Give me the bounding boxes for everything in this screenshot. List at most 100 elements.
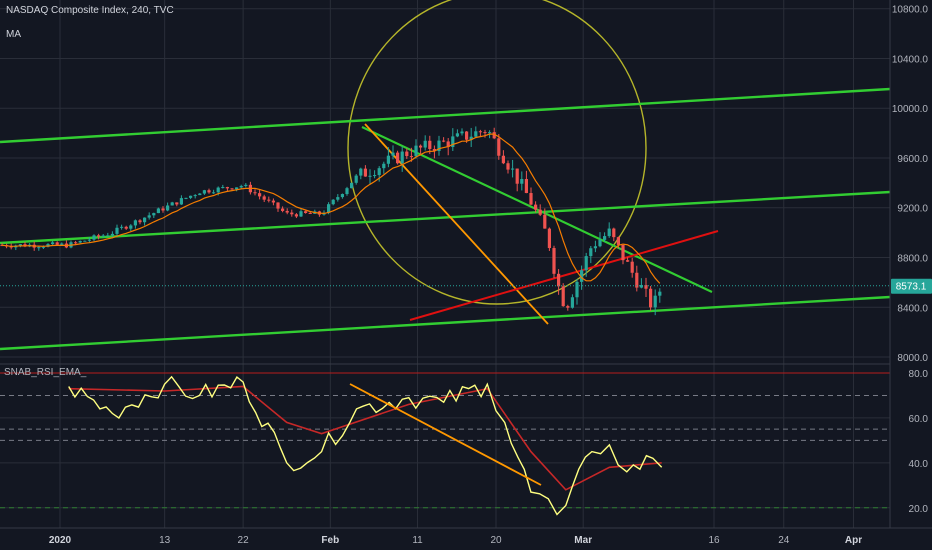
candle-body [202,190,206,194]
time-axis[interactable] [0,528,932,550]
candle-body [515,168,519,184]
price-axis-labels: 8000.0 8400.0 8800.0 9200.0 9600.0 10000.0 104… [892,5,929,364]
rsi-line [68,375,663,516]
candle-body [478,131,482,133]
candle-body [538,209,542,215]
candle-body [179,198,183,205]
candle-body [400,151,404,164]
candle-body [368,175,372,177]
candle-body [621,244,625,261]
candle-body [658,291,662,296]
candle-body [497,138,501,156]
candle-body [37,247,41,249]
time-axis-tick-label: 11 [412,535,423,546]
candle-body [281,208,285,211]
red-support-line[interactable] [409,230,719,321]
candle-body [193,195,197,197]
time-axis-tick-label: Mar [574,535,592,546]
candle-body [474,131,478,137]
price-tick-label: 10800.0 [892,5,929,16]
candle-body [644,285,648,289]
candle-body [593,246,597,249]
candle-body [115,227,119,234]
candle-body [561,286,565,307]
channel-middle-line[interactable] [0,190,891,245]
rsi-trend-line[interactable] [349,383,542,486]
time-axis-tick-label: 24 [778,535,790,546]
indicator-ma-label: MA [6,29,21,40]
candle-body [547,228,551,249]
time-axis-tick-label: 13 [159,535,171,546]
candle-body [630,261,634,273]
candle-body [336,197,340,200]
candle-body [83,240,87,242]
symbol-title: NASDAQ Composite Index, 240, TVC [6,5,174,16]
candle-body [225,187,229,189]
channel-upper-line[interactable] [0,87,891,144]
rsi-indicator-label: SNAB_RSI_EMA_ [4,367,87,378]
candle-body [446,141,450,147]
candle-body [405,151,409,157]
candle-body [9,246,13,248]
candle-body [524,179,528,194]
candle-body [166,205,170,211]
candle-body [230,188,234,190]
time-axis-tick-label: Feb [321,535,339,546]
candle-body [345,188,349,195]
candle-body [78,240,82,243]
candle-body [566,306,570,308]
time-axis-tick-label: 20 [490,535,502,546]
candle-body [138,220,142,223]
price-tick-label: 8800.0 [897,254,928,265]
candle-body [184,197,188,199]
last-price-label: 8573.1 [896,282,927,293]
candle-body [60,243,64,245]
candle-body [152,213,156,216]
candle-body [216,187,220,193]
candle-body [207,190,211,193]
candle-body [419,145,423,148]
candle-body [253,192,257,194]
channel-lower-line[interactable] [0,295,891,351]
drawing-tools[interactable] [0,0,891,351]
candle-body [294,214,298,217]
candle-body [428,140,432,149]
time-axis-labels: 2020 13 22 Feb 11 20 Mar 16 24 Apr [49,535,862,546]
candle-body [359,168,363,176]
candle-body [575,281,579,298]
candle-body [465,131,469,140]
candle-body [492,132,496,139]
price-tick-label: 10000.0 [892,104,929,115]
candle-body [649,288,653,308]
rsi-tick-label: 20.0 [909,504,929,515]
candle-body [534,204,538,210]
candle-body [267,199,271,201]
candle-body [391,152,395,156]
candle-body [520,179,524,184]
price-tick-label: 9200.0 [897,204,928,215]
candle-body [469,136,473,140]
candle-body [639,285,643,288]
candle-body [212,192,216,194]
candle-body [483,132,487,134]
candle-body [170,202,174,206]
orange-trend-line[interactable] [364,123,549,325]
candle-body [97,235,101,237]
candle-body [442,140,446,142]
candle-body [239,185,243,188]
candle-body [570,297,574,308]
price-axis[interactable] [890,0,932,528]
candle-body [290,212,294,215]
candle-body [276,202,280,209]
candle-body [414,145,418,157]
candle-body [340,194,344,198]
candle-body [635,272,639,288]
candle-body [455,133,459,137]
candle-body [589,248,593,257]
circle-drawing[interactable] [347,0,647,305]
candle-body [511,168,515,170]
candle-body [607,228,611,237]
candle-body [198,193,202,196]
